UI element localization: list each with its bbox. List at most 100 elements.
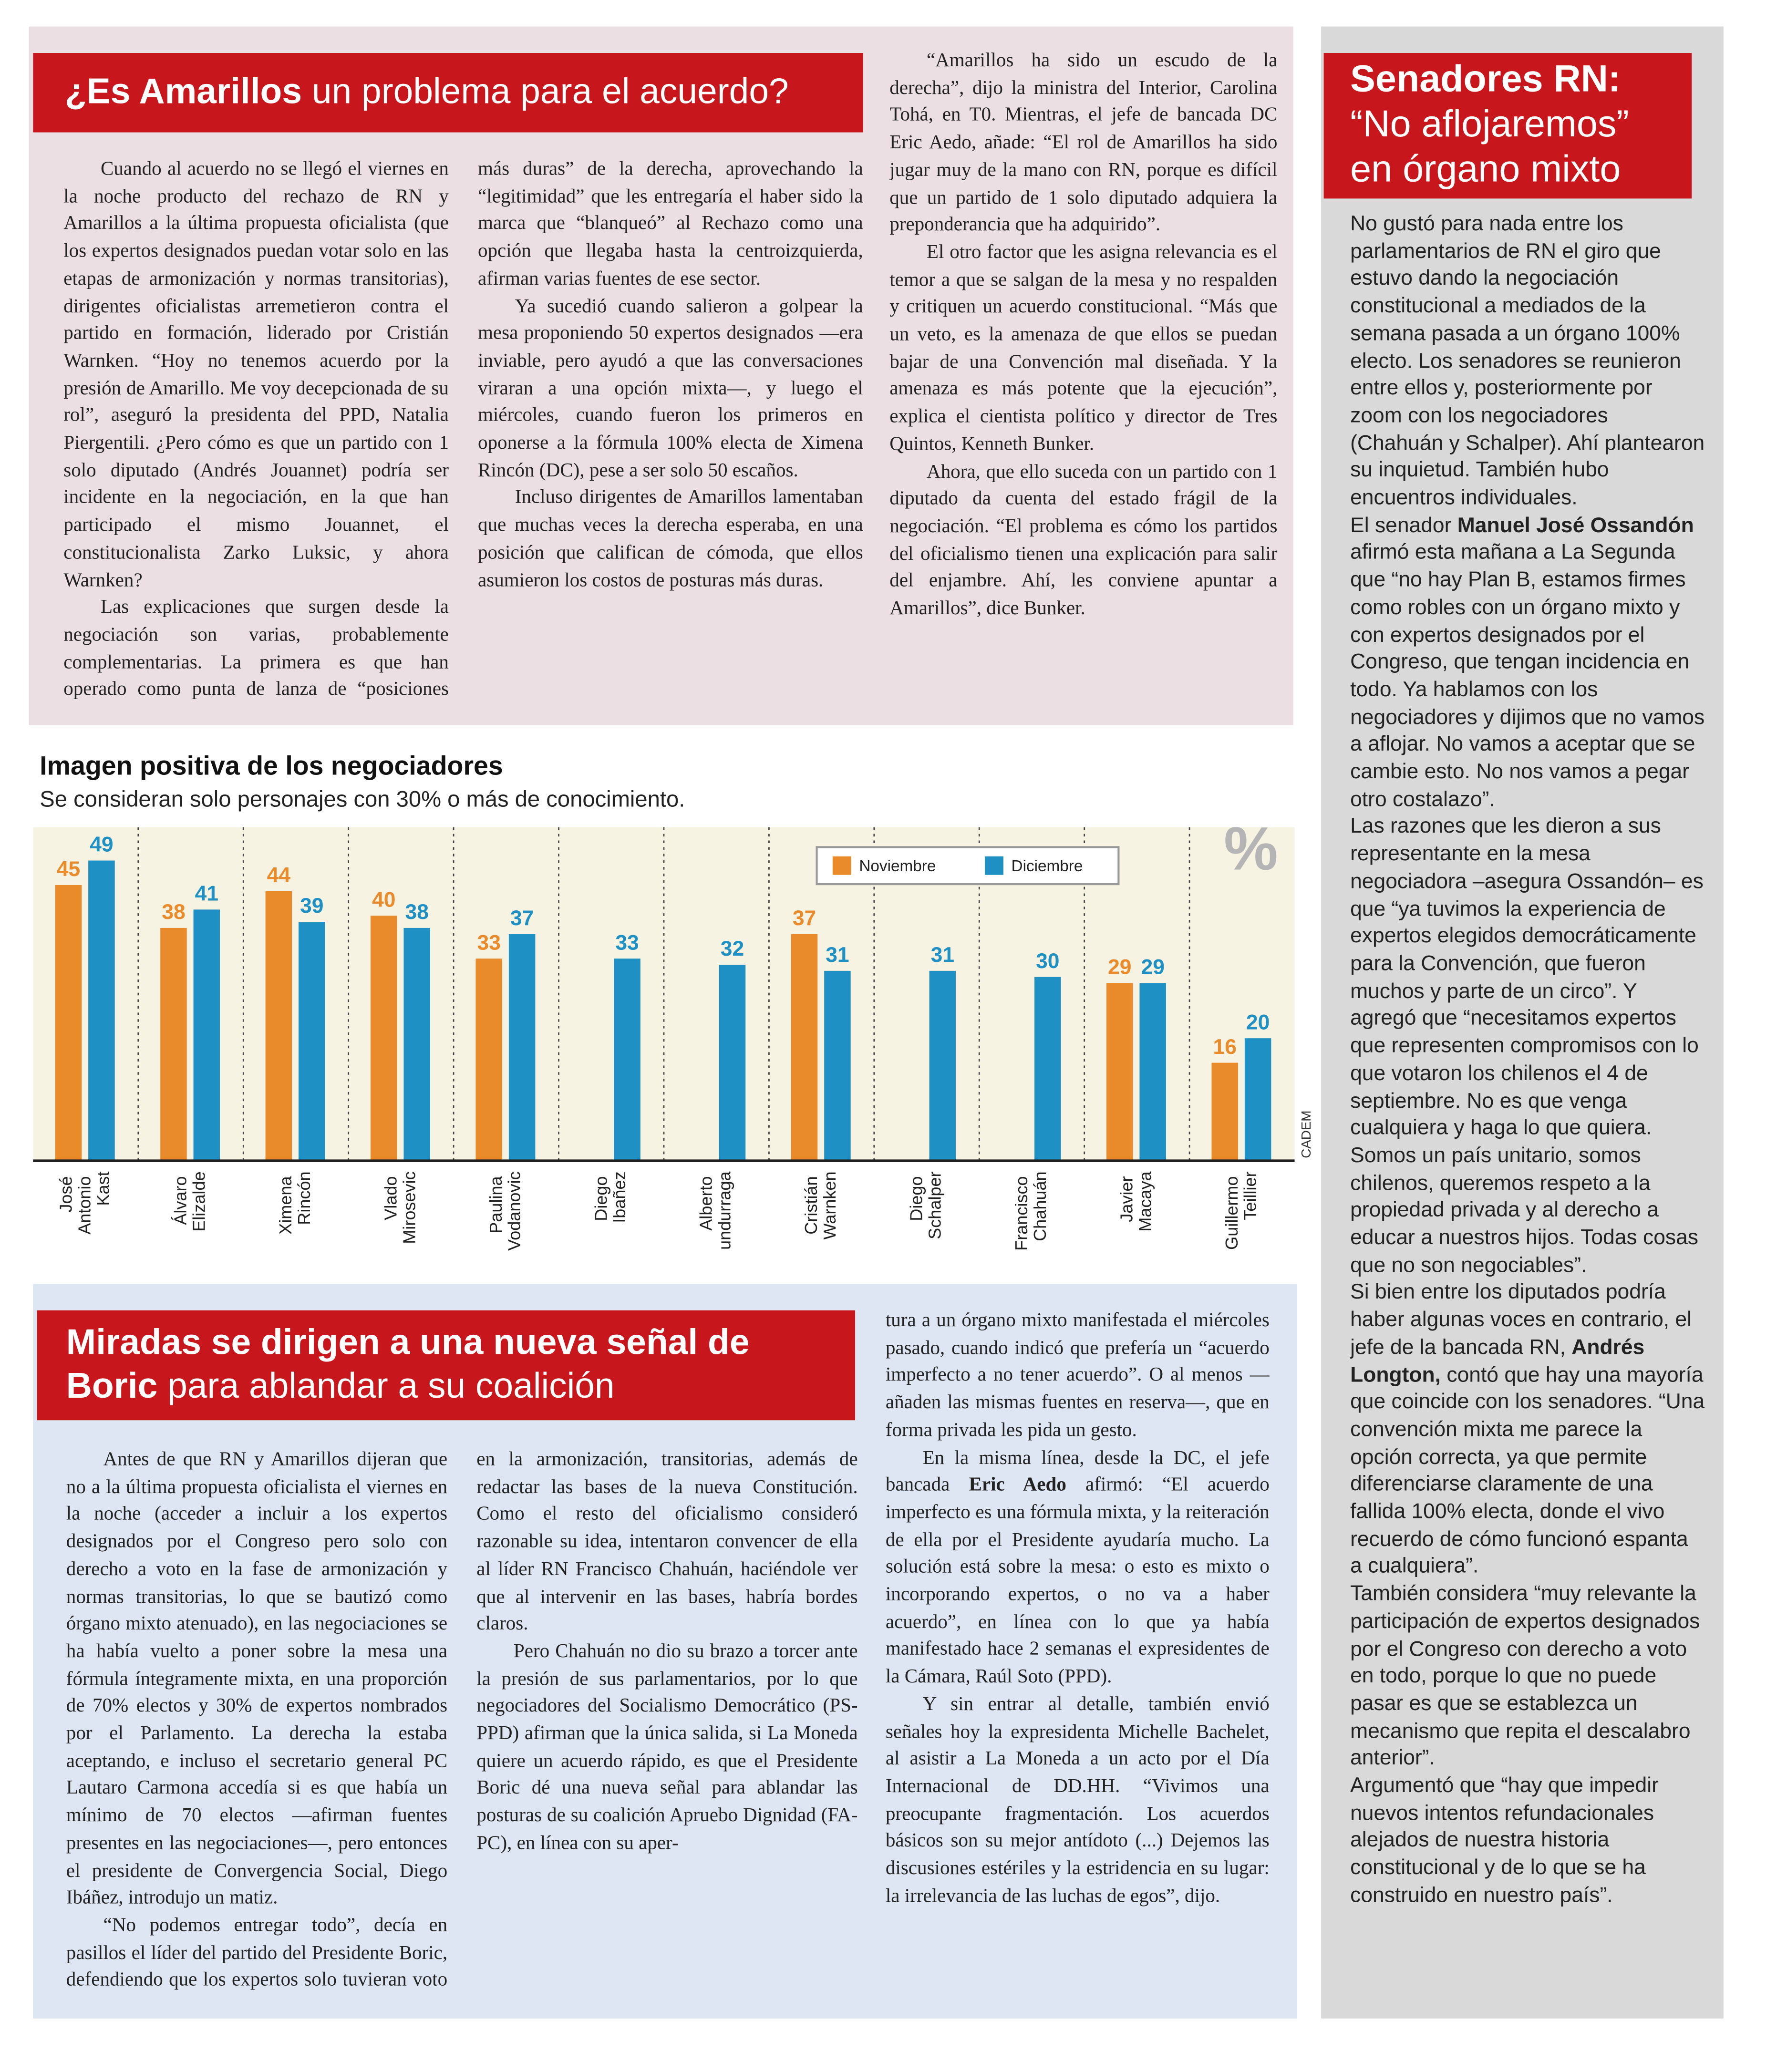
title-bold: ¿Es Amarillos xyxy=(65,71,302,112)
value-label: 45 xyxy=(57,857,80,881)
bar xyxy=(299,922,325,1161)
legend-label: Noviembre xyxy=(859,857,936,875)
legend-swatch xyxy=(832,856,851,875)
bold-run: Eric Aedo xyxy=(969,1474,1066,1496)
paragraph: Ya sucedió cuando salieron a golpear la … xyxy=(477,296,863,482)
x-tick-label: Francisco Chahuán xyxy=(1012,1171,1050,1250)
bar xyxy=(475,959,502,1161)
bar xyxy=(160,928,187,1161)
x-tick-label: José Antonio Kast xyxy=(56,1171,113,1234)
paragraph: Si bien entre los diputados podría haber… xyxy=(1350,1280,1705,1582)
top-article-bg xyxy=(29,26,1293,726)
value-label: 37 xyxy=(510,907,534,930)
bar xyxy=(929,970,956,1161)
bold-run: Manuel José Ossandón xyxy=(1457,514,1694,537)
paragraph: tura a un órgano mixto manifestada el mi… xyxy=(885,1310,1270,1442)
value-label: 20 xyxy=(1246,1010,1270,1034)
bottom-article-title: Miradas se dirigen a una nueva señal de … xyxy=(37,1310,856,1421)
value-label: 29 xyxy=(1108,956,1131,979)
bottom-article-columns: Antes de que RN y Amarillos dijeran que … xyxy=(66,1447,858,2003)
x-tick-label: Javier Macaya xyxy=(1116,1171,1155,1231)
text-run: Si bien entre los diputados podría haber… xyxy=(1350,1281,1692,1360)
x-tick-label: Diego Ibañez xyxy=(591,1171,629,1223)
paragraph: El senador Manuel José Ossandón afirmó e… xyxy=(1350,513,1705,814)
value-label: 31 xyxy=(931,943,954,967)
bar xyxy=(55,885,82,1161)
text-run: En la misma línea, desde la DC, el jefe … xyxy=(885,1447,1270,1496)
title-bold: Miradas se dirigen a una nueva señal de … xyxy=(66,1322,750,1406)
value-label: 29 xyxy=(1141,956,1165,979)
x-tick-label: Ximena Rincón xyxy=(276,1171,314,1234)
value-label: 31 xyxy=(826,943,849,967)
chart: Imagen positiva de los negociadores Se c… xyxy=(33,751,1313,1251)
legend-box xyxy=(816,846,1120,886)
value-label: 37 xyxy=(793,907,816,930)
value-label: 49 xyxy=(90,833,113,856)
value-label: 16 xyxy=(1213,1035,1237,1059)
title-regular: “No aflojaremos” en órgano mixto xyxy=(1350,103,1629,191)
paragraph: Las explicaciones que surgen desde la ne… xyxy=(63,159,863,701)
legend-label: Diciembre xyxy=(1012,857,1083,875)
paragraph: “Amarillos ha sido un escudo de la derec… xyxy=(889,50,1278,236)
paragraph: Y sin entrar al detalle, también envió s… xyxy=(885,1694,1270,1907)
sidebar-body: No gustó para nada entre los parlamentar… xyxy=(1350,212,1705,2012)
bar xyxy=(403,928,430,1161)
title-bold: Senadores RN: xyxy=(1350,58,1621,101)
sidebar-title: Senadores RN: “No aflojaremos” en órgano … xyxy=(1323,53,1692,199)
x-tick-label: Álvaro Elizalde xyxy=(170,1171,208,1231)
unit-label: % xyxy=(1224,815,1278,883)
legend-swatch xyxy=(985,856,1003,875)
text-run: afirmó: “El acuerdo imperfecto es una fó… xyxy=(885,1474,1270,1688)
paragraph: También considera “muy relevante la part… xyxy=(1350,1583,1700,1771)
bar xyxy=(1211,1062,1238,1161)
x-tick-label: Paulina Vodanovic xyxy=(485,1171,524,1250)
bar xyxy=(371,916,397,1161)
bar xyxy=(1139,983,1166,1161)
value-label: 30 xyxy=(1036,949,1059,973)
bar xyxy=(1244,1038,1271,1161)
chart-subtitle: Se consideran solo personajes con 30% o … xyxy=(40,786,685,812)
x-tick-label: Alberto undurraga xyxy=(696,1171,734,1249)
bar xyxy=(1106,983,1133,1161)
sidebar-bg xyxy=(1321,26,1724,2019)
x-tick-label: Vlado Mirosevic xyxy=(381,1171,419,1244)
top-article-title: ¿Es Amarillos un problema para el acuerd… xyxy=(33,53,863,133)
paragraph: Incluso dirigentes de Amarillos lamentab… xyxy=(477,487,863,591)
paragraph: Cuando al acuerdo no se llegó el viernes… xyxy=(63,159,449,591)
value-label: 33 xyxy=(615,931,639,954)
bar xyxy=(719,965,746,1161)
top-article-columns: Cuando al acuerdo no se llegó el viernes… xyxy=(63,156,863,712)
paragraph: El otro factor que les asigna relevancia… xyxy=(889,242,1278,455)
paragraph: Antes de que RN y Amarillos dijeran que … xyxy=(66,1449,448,1909)
value-label: 41 xyxy=(195,882,218,906)
chart-title: Imagen positiva de los negociadores xyxy=(40,751,503,781)
text-run: contó que hay una mayoría que coincide c… xyxy=(1350,1364,1705,1578)
title-regular: para ablandar a su coalición xyxy=(157,1366,615,1406)
bar xyxy=(265,891,292,1161)
text-run: El senador xyxy=(1350,514,1457,537)
bar xyxy=(791,934,818,1161)
bar xyxy=(193,909,220,1161)
paragraph: Ahora, que ello suceda con un partido co… xyxy=(889,461,1278,620)
paragraph: “No podemos entregar todo”, decía en pas… xyxy=(66,1449,858,1991)
paragraph: No gustó para nada entre los parlamentar… xyxy=(1350,213,1705,510)
paragraph: Las razones que les dieron a sus represe… xyxy=(1350,816,1704,1277)
bar xyxy=(508,934,536,1161)
source-label: CADEM xyxy=(1299,1111,1313,1158)
bar xyxy=(614,959,640,1161)
bold-run: Andrés Longton, xyxy=(1350,1336,1645,1387)
text-run: afirmó esta mañana a La Segunda que “no … xyxy=(1350,542,1705,811)
paragraph: En la misma línea, desde la DC, el jefe … xyxy=(886,1445,1270,1691)
value-label: 39 xyxy=(300,894,323,917)
x-tick-label: Diego Schalper xyxy=(906,1171,944,1239)
value-label: 38 xyxy=(405,900,429,924)
title-regular: un problema para el acuerdo? xyxy=(302,71,789,112)
top-article-column: “Amarillos ha sido un escudo de la derec… xyxy=(889,48,1277,716)
x-tick-label: Guillermo Teillier xyxy=(1221,1171,1260,1249)
paragraph: Pero Chahuán no dio su brazo a torcer an… xyxy=(476,1641,858,1855)
value-label: 33 xyxy=(477,931,501,954)
value-label: 40 xyxy=(372,888,395,911)
bottom-article-column: tura a un órgano mixto manifestada el mi… xyxy=(886,1308,1270,2007)
